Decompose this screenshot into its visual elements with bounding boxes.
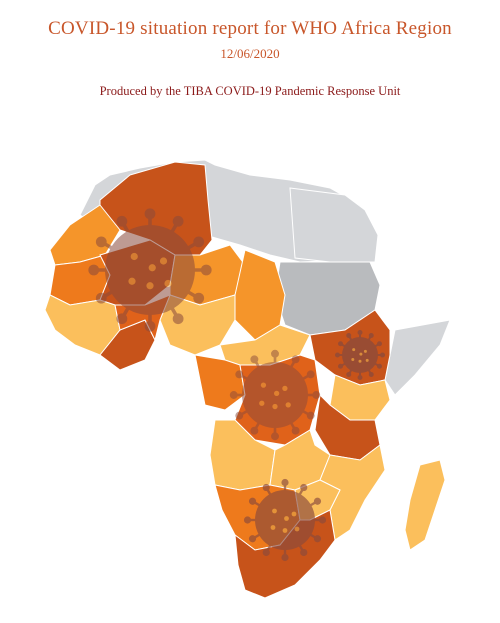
region-egypt — [289, 187, 379, 263]
africa-map — [44, 159, 451, 599]
report-date: 12/06/2020 — [220, 46, 280, 61]
virus-icon-south — [243, 478, 327, 562]
report-title: COVID-19 situation report for WHO Africa… — [48, 18, 452, 39]
producer-credit: Produced by the TIBA COVID-19 Pandemic R… — [99, 84, 401, 98]
virus-icon-central — [229, 349, 321, 441]
virus-icon-west — [88, 208, 212, 332]
region-madagascar — [404, 459, 446, 551]
region-somalia — [384, 319, 451, 396]
virus-icon-east — [335, 330, 385, 380]
